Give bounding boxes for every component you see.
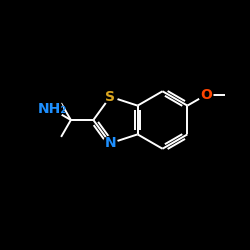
Circle shape bbox=[199, 88, 213, 102]
Circle shape bbox=[103, 136, 117, 150]
Circle shape bbox=[42, 99, 62, 119]
Text: N: N bbox=[104, 136, 116, 150]
Text: S: S bbox=[105, 90, 115, 104]
Text: NH₂: NH₂ bbox=[38, 102, 67, 117]
Circle shape bbox=[103, 90, 117, 104]
Text: O: O bbox=[200, 88, 212, 102]
